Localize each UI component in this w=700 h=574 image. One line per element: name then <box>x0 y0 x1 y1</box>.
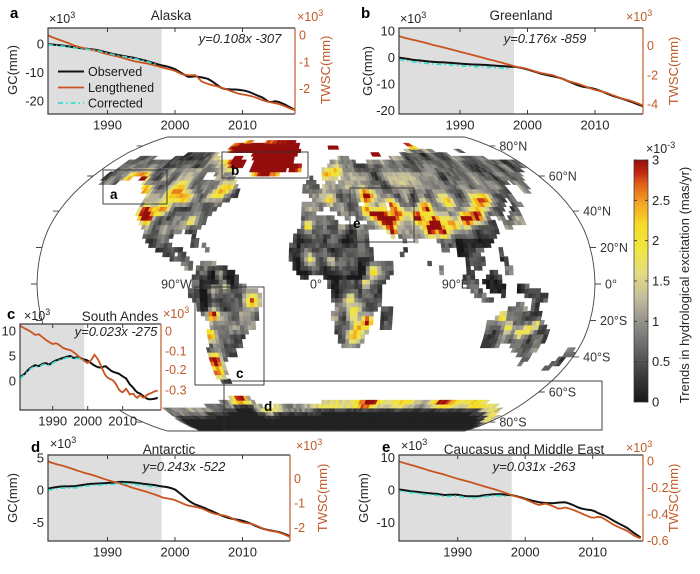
svg-text:80°S: 80°S <box>499 416 526 430</box>
svg-text:0°: 0° <box>310 278 322 292</box>
svg-text:2000: 2000 <box>513 118 542 133</box>
svg-text:Corrected: Corrected <box>88 97 143 111</box>
svg-text:60°N: 60°N <box>549 170 577 184</box>
svg-text:Alaska: Alaska <box>151 8 192 23</box>
svg-text:40°S: 40°S <box>583 350 610 364</box>
svg-text:0: 0 <box>165 325 172 339</box>
svg-text:GC(mm): GC(mm) <box>5 45 20 95</box>
svg-text:-0.6: -0.6 <box>647 534 669 548</box>
svg-text:2000: 2000 <box>161 118 190 133</box>
svg-text:1.5: 1.5 <box>652 274 670 289</box>
svg-text:20°S: 20°S <box>600 314 627 328</box>
svg-text:Observed: Observed <box>88 65 142 79</box>
svg-text:y=0.023x -275: y=0.023x -275 <box>74 324 159 339</box>
svg-text:-10: -10 <box>25 65 44 80</box>
svg-text:2010: 2010 <box>581 118 610 133</box>
svg-text:2000: 2000 <box>161 545 190 560</box>
svg-text:0: 0 <box>652 395 659 410</box>
svg-text:0: 0 <box>647 455 654 469</box>
svg-text:0: 0 <box>294 472 301 486</box>
svg-text:b: b <box>361 5 370 22</box>
svg-text:80°N: 80°N <box>499 139 527 153</box>
svg-text:Trends in hydrological excitat: Trends in hydrological excitation (mas/y… <box>677 167 692 404</box>
svg-text:20°N: 20°N <box>600 241 628 255</box>
svg-text:South Andes: South Andes <box>82 309 159 324</box>
svg-text:2010: 2010 <box>228 545 257 560</box>
svg-text:GC(mm): GC(mm) <box>5 473 20 523</box>
svg-text:-5: -5 <box>32 515 44 530</box>
svg-text:-0.3: -0.3 <box>165 384 187 398</box>
svg-text:0: 0 <box>37 37 44 52</box>
svg-text:e: e <box>353 216 361 231</box>
svg-text:1: 1 <box>652 314 659 329</box>
svg-text:d: d <box>264 399 272 414</box>
svg-text:0: 0 <box>299 29 306 43</box>
svg-text:1990: 1990 <box>93 118 122 133</box>
svg-text:-10: -10 <box>376 77 395 92</box>
svg-text:Lengthened: Lengthened <box>88 81 154 95</box>
svg-text:10: 10 <box>381 24 395 39</box>
svg-text:2: 2 <box>652 233 659 248</box>
svg-text:0: 0 <box>9 374 16 389</box>
svg-text:c: c <box>236 366 244 381</box>
svg-text:GC(mm): GC(mm) <box>356 473 371 523</box>
svg-text:TWSC(mm): TWSC(mm) <box>666 464 681 533</box>
svg-text:-4: -4 <box>647 98 658 112</box>
svg-text:5: 5 <box>9 349 16 364</box>
svg-text:-1: -1 <box>299 56 310 70</box>
svg-text:y=0.108x -307: y=0.108x -307 <box>198 31 283 46</box>
svg-text:5: 5 <box>37 450 44 465</box>
svg-text:2010: 2010 <box>108 414 137 429</box>
svg-text:2000: 2000 <box>511 545 540 560</box>
svg-text:2010: 2010 <box>228 118 257 133</box>
svg-text:0: 0 <box>37 483 44 498</box>
svg-text:-2: -2 <box>647 68 658 82</box>
svg-text:-1: -1 <box>294 497 305 511</box>
svg-text:40°N: 40°N <box>583 205 611 219</box>
svg-text:1990: 1990 <box>443 545 472 560</box>
svg-text:TWSC(mm): TWSC(mm) <box>666 37 681 106</box>
svg-text:y=0.176x -859: y=0.176x -859 <box>503 31 587 46</box>
svg-text:TWSC(mm): TWSC(mm) <box>315 464 330 533</box>
svg-text:-0.1: -0.1 <box>165 344 187 358</box>
svg-text:Antarctic: Antarctic <box>143 442 196 457</box>
svg-text:2000: 2000 <box>73 414 102 429</box>
svg-text:10: 10 <box>2 324 16 339</box>
svg-text:-2: -2 <box>299 82 310 96</box>
svg-text:a: a <box>10 5 19 22</box>
svg-text:-20: -20 <box>376 103 395 118</box>
svg-text:60°S: 60°S <box>549 385 576 399</box>
svg-text:GC(mm): GC(mm) <box>360 46 375 96</box>
svg-text:0°: 0° <box>605 278 617 292</box>
svg-text:Greenland: Greenland <box>489 8 552 23</box>
svg-text:Caucasus and Middle East: Caucasus and Middle East <box>444 442 605 457</box>
svg-text:0: 0 <box>388 50 395 65</box>
svg-text:y=0.243x -522: y=0.243x -522 <box>142 459 227 474</box>
svg-text:a: a <box>110 187 118 202</box>
svg-text:1990: 1990 <box>446 118 475 133</box>
svg-text:90°W: 90°W <box>161 278 192 292</box>
svg-text:c: c <box>7 306 15 323</box>
svg-text:-20: -20 <box>25 94 44 109</box>
svg-text:-2: -2 <box>294 521 305 535</box>
svg-text:0: 0 <box>647 39 654 53</box>
svg-text:0.5: 0.5 <box>652 354 670 369</box>
svg-text:b: b <box>231 163 239 178</box>
svg-text:-0.2: -0.2 <box>165 363 187 377</box>
svg-text:1990: 1990 <box>93 545 122 560</box>
svg-text:2010: 2010 <box>578 545 607 560</box>
svg-text:1990: 1990 <box>38 414 67 429</box>
svg-text:y=0.031x -263: y=0.031x -263 <box>492 459 577 474</box>
svg-text:10: 10 <box>381 450 395 465</box>
svg-text:0: 0 <box>388 483 395 498</box>
svg-text:90°E: 90°E <box>442 278 469 292</box>
svg-text:-10: -10 <box>376 515 395 530</box>
svg-text:TWSC(mm): TWSC(mm) <box>318 36 333 105</box>
svg-text:2.5: 2.5 <box>652 193 670 208</box>
